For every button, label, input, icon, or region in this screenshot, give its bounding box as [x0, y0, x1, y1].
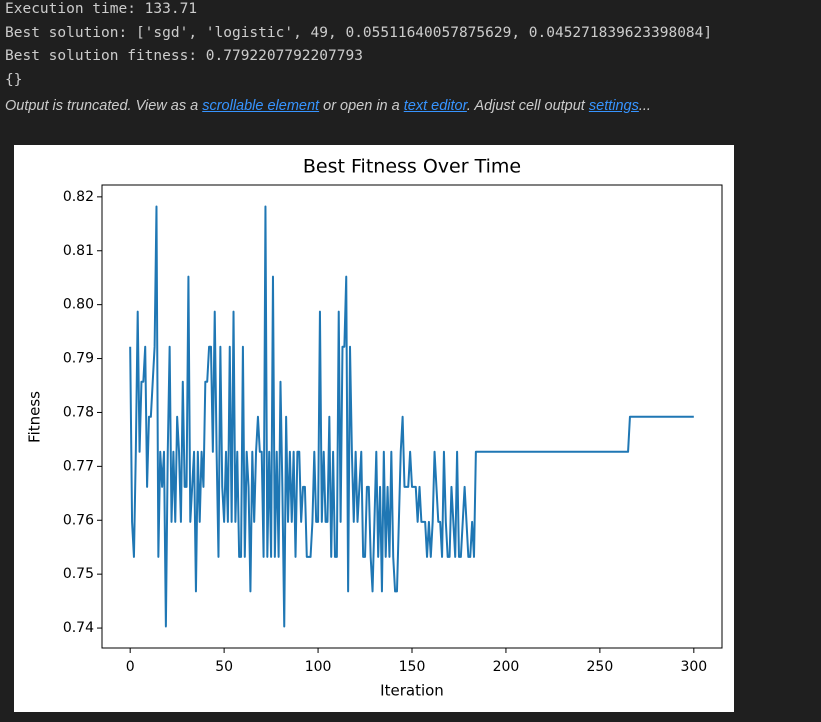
y-axis-label: Fitness	[26, 391, 44, 443]
notice-text: ...	[638, 98, 651, 114]
x-tick-label: 300	[680, 659, 707, 675]
y-tick-label: 0.74	[63, 620, 94, 636]
data-line	[129, 205, 694, 628]
y-tick-label: 0.79	[63, 351, 94, 367]
y-tick-label: 0.76	[63, 512, 94, 528]
x-tick-label: 0	[126, 659, 135, 675]
y-tick-label: 0.77	[63, 458, 94, 474]
link[interactable]: text editor	[403, 98, 467, 114]
y-tick-label: 0.82	[63, 189, 94, 205]
x-tick-label: 200	[493, 659, 520, 675]
truncation-notice: Output is truncated. View as a scrollabl…	[5, 98, 651, 114]
text-output: Execution time: 133.71 Best solution: ['…	[5, 0, 712, 92]
output-line: Best solution: ['sgd', 'logistic', 49, 0…	[5, 24, 713, 41]
y-tick-label: 0.80	[63, 297, 94, 313]
output-line: {}	[5, 71, 23, 88]
x-tick-label: 250	[587, 659, 614, 675]
y-tick-label: 0.78	[63, 404, 94, 420]
x-tick-label: 100	[305, 659, 332, 675]
x-tick-label: 150	[399, 659, 426, 675]
x-tick-label: 50	[215, 659, 233, 675]
link[interactable]: scrollable element	[202, 98, 320, 114]
notice-text: or open in a	[323, 98, 400, 114]
notice-text: Output is truncated. View as a	[5, 98, 199, 114]
chart: Best Fitness Over Time Iteration Fitness…	[14, 145, 734, 712]
notice-text: . Adjust cell output	[466, 98, 585, 114]
y-tick-label: 0.81	[63, 243, 94, 259]
output-line: Best solution fitness: 0.779220779220779…	[5, 48, 363, 64]
output-line: Execution time: 133.71	[5, 1, 198, 17]
x-axis-label: Iteration	[380, 682, 444, 700]
chart-title: Best Fitness Over Time	[303, 156, 521, 178]
y-tick-label: 0.75	[63, 566, 94, 582]
link[interactable]: settings	[588, 98, 639, 114]
